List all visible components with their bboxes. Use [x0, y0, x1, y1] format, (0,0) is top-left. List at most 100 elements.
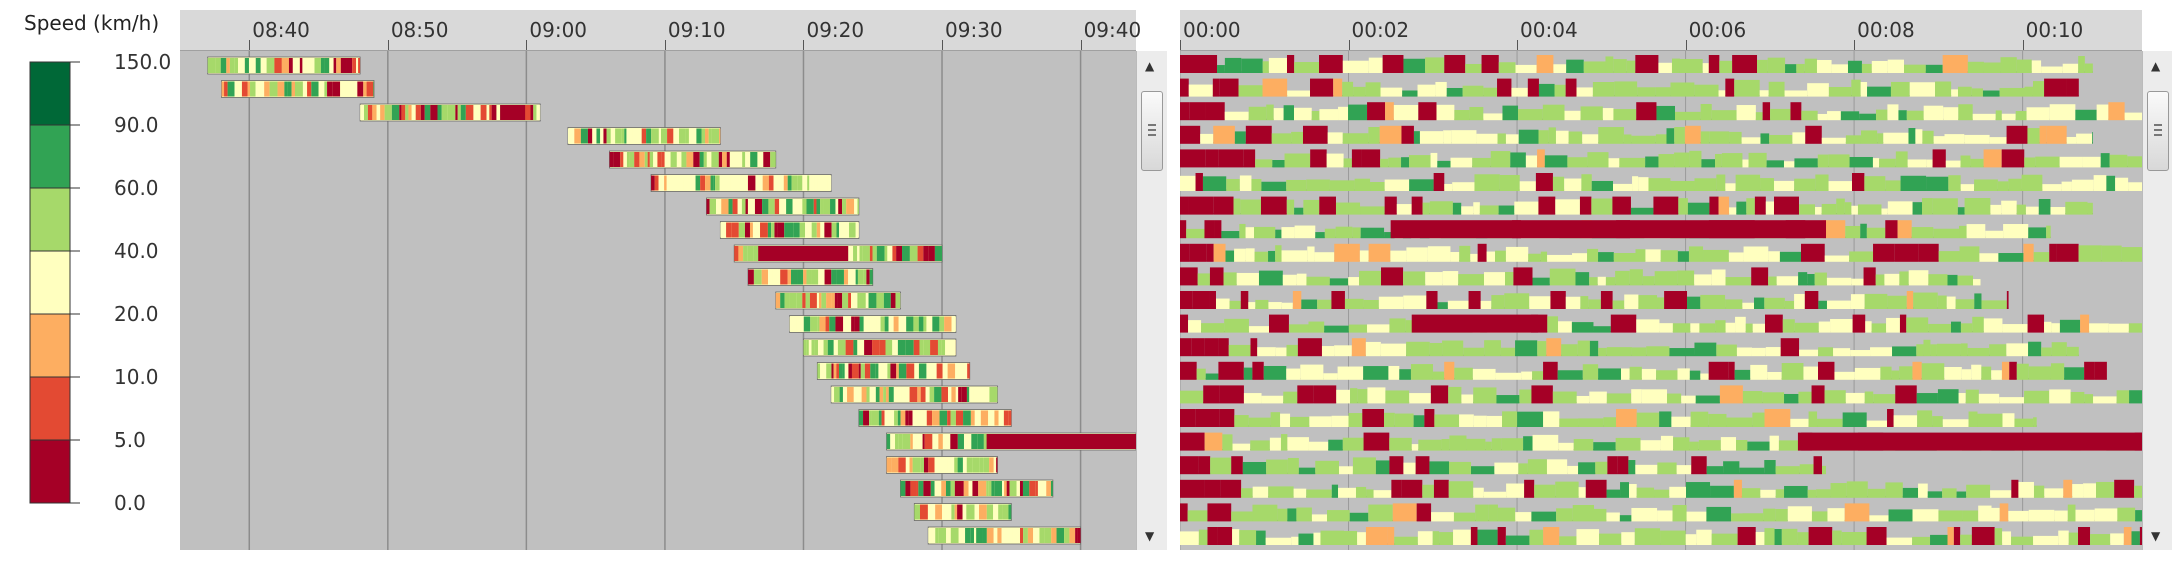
axis-tick-label: 08:40 — [252, 18, 310, 42]
trip-bar[interactable] — [817, 363, 969, 380]
duration-axis: 00:00 00:02 00:04 00:06 00:08 00:10 — [1180, 10, 2142, 51]
trip-bar[interactable] — [900, 480, 1052, 497]
trip-bar[interactable] — [803, 339, 955, 356]
trip-bar[interactable] — [1180, 409, 2037, 427]
legend-title: Speed (km/h) — [24, 11, 159, 35]
legend-label: 5.0 — [114, 428, 146, 452]
legend-swatch — [30, 125, 70, 188]
legend-swatch — [30, 188, 70, 251]
trip-bar[interactable] — [568, 128, 720, 145]
trip-bar[interactable] — [1180, 55, 2093, 73]
trip-bar[interactable] — [360, 104, 540, 121]
absolute-trip-plot — [180, 51, 1136, 550]
trip-bar[interactable] — [1180, 102, 2142, 120]
relative-trip-plot — [1180, 51, 2142, 550]
trip-bar[interactable] — [1180, 244, 2142, 262]
trip-bar[interactable] — [1180, 503, 2142, 521]
trip-bar[interactable] — [1180, 385, 2142, 403]
vertical-scrollbar-right[interactable]: ▲ ▼ — [2142, 51, 2172, 550]
legend-swatch — [30, 62, 70, 125]
absolute-trip-svg — [180, 51, 1136, 550]
trip-bar[interactable] — [790, 316, 956, 333]
absolute-time-panel: 08:40 08:50 09:00 09:10 09:20 09:30 09:40 ▲ ▼ — [180, 10, 1167, 550]
scroll-thumb[interactable] — [1141, 91, 1163, 171]
axis-tick-label: 09:40 — [1084, 18, 1142, 42]
relative-trip-svg — [1180, 51, 2142, 550]
axis-tick-label: 09:00 — [529, 18, 587, 42]
legend-swatch — [30, 314, 70, 377]
axis-tick-label: 00:00 — [1183, 18, 1241, 42]
trip-bar[interactable] — [610, 151, 776, 168]
axis-tick-mark — [1517, 40, 1518, 50]
trip-bar[interactable] — [651, 175, 831, 192]
trip-bar[interactable] — [1180, 291, 2009, 309]
trip-bar[interactable] — [748, 269, 873, 286]
legend-label: 0.0 — [114, 491, 146, 515]
axis-tick-mark — [803, 40, 804, 50]
scroll-down-arrow[interactable]: ▼ — [2151, 529, 2160, 543]
scroll-thumb[interactable] — [2147, 91, 2169, 171]
legend-swatch — [30, 440, 70, 503]
trip-bar[interactable] — [1180, 338, 2079, 356]
axis-tick-mark — [2023, 40, 2024, 50]
trip-bar[interactable] — [776, 292, 901, 309]
scroll-up-arrow[interactable]: ▲ — [2151, 59, 2160, 73]
axis-tick-label: 09:30 — [945, 18, 1003, 42]
trip-bar[interactable] — [1180, 79, 2079, 97]
trip-bar[interactable] — [1180, 362, 2107, 380]
trip-bar[interactable] — [208, 57, 360, 74]
trip-bar[interactable] — [706, 198, 858, 215]
trip-bar[interactable] — [914, 504, 1011, 521]
axis-tick-mark — [249, 40, 250, 50]
axis-tick-mark — [1854, 40, 1855, 50]
trip-bar[interactable] — [1180, 456, 1826, 474]
trip-bar[interactable] — [734, 245, 942, 262]
trip-bar[interactable] — [222, 81, 374, 98]
trip-bar[interactable] — [1180, 527, 2142, 545]
vertical-scrollbar-left[interactable]: ▲ ▼ — [1136, 51, 1167, 550]
legend-svg: Speed (km/h)150.090.060.040.020.010.05.0… — [0, 0, 180, 560]
legend-label: 10.0 — [114, 365, 159, 389]
trip-bar[interactable] — [1180, 315, 2142, 333]
trip-bar[interactable] — [1180, 433, 2142, 451]
axis-tick-mark — [665, 40, 666, 50]
axis-tick-label: 09:10 — [668, 18, 726, 42]
legend-label: 150.0 — [114, 50, 171, 74]
trip-bar[interactable] — [1180, 267, 1980, 285]
trip-bar[interactable] — [887, 433, 1136, 450]
axis-tick-label: 00:04 — [1520, 18, 1578, 42]
axis-tick-mark — [1686, 40, 1687, 50]
axis-tick-mark — [388, 40, 389, 50]
trip-bar[interactable] — [1180, 197, 2093, 215]
axis-tick-label: 00:10 — [2026, 18, 2084, 42]
axis-tick-mark — [526, 40, 527, 50]
axis-tick-label: 00:08 — [1857, 18, 1915, 42]
trip-bar[interactable] — [720, 222, 859, 239]
axis-tick-mark — [942, 40, 943, 50]
trip-bar[interactable] — [1180, 220, 2051, 238]
axis-tick-label: 08:50 — [391, 18, 449, 42]
axis-tick-label: 00:02 — [1352, 18, 1410, 42]
trip-bar[interactable] — [1180, 480, 2142, 498]
trip-bar[interactable] — [887, 457, 998, 474]
scroll-down-arrow[interactable]: ▼ — [1145, 529, 1154, 543]
legend-swatch — [30, 377, 70, 440]
trip-bar[interactable] — [1180, 173, 2142, 191]
trip-bar[interactable] — [928, 527, 1080, 544]
trip-bar[interactable] — [831, 386, 997, 403]
axis-tick-label: 00:06 — [1689, 18, 1747, 42]
legend-label: 20.0 — [114, 302, 159, 326]
legend-swatch — [30, 251, 70, 314]
legend-label: 60.0 — [114, 176, 159, 200]
axis-tick-label: 09:20 — [806, 18, 864, 42]
scroll-up-arrow[interactable]: ▲ — [1145, 59, 1154, 73]
trip-bar[interactable] — [1180, 149, 2142, 167]
trip-bar[interactable] — [859, 410, 1011, 427]
relative-time-panel: 00:00 00:02 00:04 00:06 00:08 00:10 ▲ ▼ — [1180, 10, 2172, 550]
trip-bar[interactable] — [1180, 126, 2093, 144]
axis-tick-mark — [1081, 40, 1082, 50]
axis-tick-mark — [1180, 40, 1181, 50]
legend-label: 40.0 — [114, 239, 159, 263]
